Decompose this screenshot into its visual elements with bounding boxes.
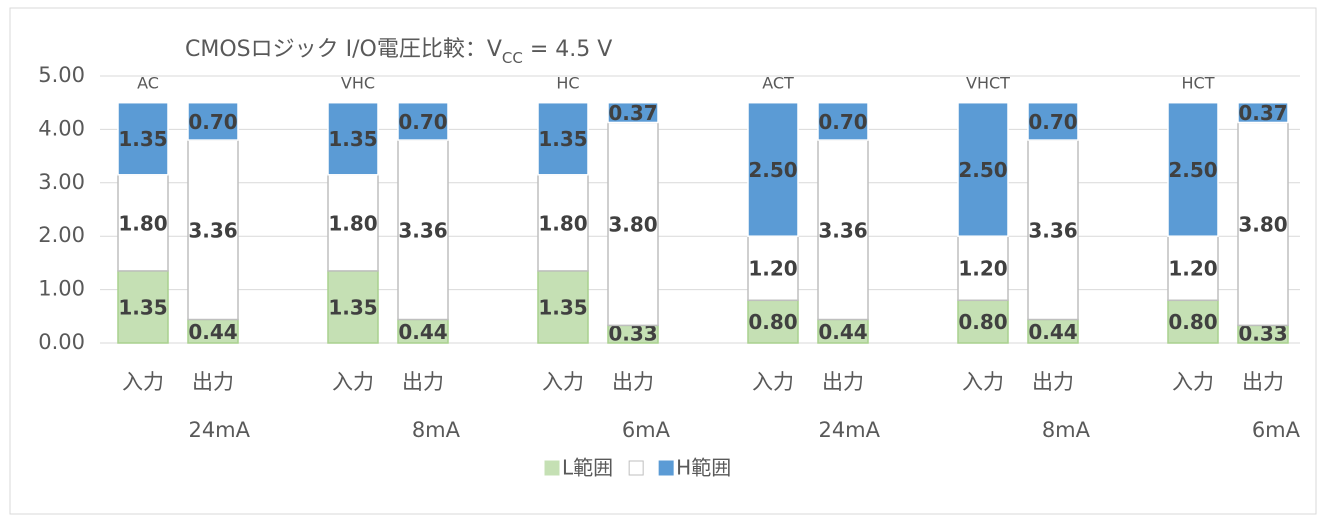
- bar-segment: [817, 101, 869, 141]
- group-note: 6mA: [622, 418, 671, 442]
- group-note: 6mA: [1252, 418, 1301, 442]
- legend-swatch: [628, 460, 644, 476]
- bar-segment: [1237, 121, 1289, 327]
- x-tick-label: 入力: [1172, 370, 1214, 394]
- data-label: 3.36: [1028, 218, 1077, 242]
- group-label: VHCT: [966, 74, 1010, 93]
- x-tick-label: 出力: [1032, 370, 1074, 394]
- data-label: 1.80: [538, 211, 587, 235]
- data-label: 0.37: [1238, 101, 1287, 125]
- x-tick-label: 出力: [192, 370, 234, 394]
- data-label: 1.35: [328, 295, 377, 319]
- bar-segment: [1027, 139, 1079, 321]
- x-tick-label: 入力: [122, 370, 164, 394]
- group-label: HC: [556, 74, 579, 93]
- bar-segment: [957, 299, 1009, 344]
- x-tick-label: 出力: [822, 370, 864, 394]
- group-label: VHC: [341, 74, 375, 93]
- x-tick-label: 入力: [542, 370, 584, 394]
- bar-segment: [327, 270, 379, 344]
- y-tick-label: 1.00: [38, 277, 85, 301]
- data-label: 3.36: [188, 218, 237, 242]
- data-label: 1.35: [328, 127, 377, 151]
- bar-segment: [1167, 299, 1219, 344]
- bar-segment: [1167, 101, 1219, 237]
- bar-segment: [537, 174, 589, 272]
- y-tick-label: 0.00: [38, 330, 85, 354]
- data-label: 1.35: [118, 127, 167, 151]
- data-label: 3.80: [608, 212, 657, 236]
- data-label: 0.70: [1028, 110, 1077, 134]
- legend-swatch: [658, 460, 674, 476]
- data-label: 2.50: [958, 158, 1007, 182]
- data-label: 0.37: [608, 101, 657, 125]
- data-label: 3.36: [818, 218, 867, 242]
- data-label: 1.35: [538, 127, 587, 151]
- data-label: 2.50: [748, 158, 797, 182]
- y-tick-label: 5.00: [38, 63, 85, 87]
- bar-segment: [397, 139, 449, 321]
- data-label: 1.80: [118, 211, 167, 235]
- bar-segment: [537, 101, 589, 176]
- x-tick-label: 出力: [402, 370, 444, 394]
- bar-segment: [607, 101, 659, 124]
- x-tick-label: 入力: [752, 370, 794, 394]
- bar-segment: [397, 101, 449, 141]
- data-label: 1.80: [328, 211, 377, 235]
- data-label: 0.44: [1028, 320, 1077, 344]
- data-label: 3.36: [398, 218, 447, 242]
- data-label: 1.20: [748, 257, 797, 281]
- data-label: 3.80: [1238, 212, 1287, 236]
- legend-label: H範囲: [676, 456, 731, 480]
- data-label: 0.44: [818, 320, 867, 344]
- x-tick-label: 入力: [332, 370, 374, 394]
- bar-segment: [187, 101, 239, 141]
- data-label: 2.50: [1168, 158, 1217, 182]
- data-label: 0.44: [188, 320, 237, 344]
- data-label: 1.20: [1168, 257, 1217, 281]
- group-note: 24mA: [818, 418, 880, 442]
- bar-segment: [747, 235, 799, 302]
- x-tick-label: 出力: [1242, 370, 1284, 394]
- data-label: 0.70: [398, 110, 447, 134]
- group-note: 8mA: [1042, 418, 1091, 442]
- data-label: 1.20: [958, 257, 1007, 281]
- bar-segment: [957, 101, 1009, 237]
- data-label: 0.70: [188, 110, 237, 134]
- title-sub: CC: [502, 49, 523, 67]
- x-tick-label: 入力: [962, 370, 1004, 394]
- data-label: 0.44: [398, 320, 447, 344]
- data-label: 0.80: [748, 310, 797, 334]
- y-tick-label: 2.00: [38, 223, 85, 247]
- y-tick-label: 4.00: [38, 116, 85, 140]
- x-tick-label: 出力: [612, 370, 654, 394]
- chart-title: CMOSロジック I/O電圧比較：VCC = 4.5 V: [185, 37, 612, 67]
- data-label: 0.80: [1168, 310, 1217, 334]
- group-note: 24mA: [188, 418, 250, 442]
- bar-segment: [117, 101, 169, 176]
- data-label: 1.35: [118, 295, 167, 319]
- legend-label: L範囲: [562, 456, 613, 480]
- group-note: 8mA: [412, 418, 461, 442]
- data-label: 0.70: [818, 110, 867, 134]
- bar-segment: [327, 174, 379, 272]
- title-main: CMOSロジック I/O電圧比較：V: [185, 37, 502, 62]
- y-tick-label: 3.00: [38, 170, 85, 194]
- bar-segment: [1237, 101, 1289, 124]
- bar-segment: [747, 101, 799, 237]
- group-label: AC: [137, 74, 159, 93]
- group-label: ACT: [762, 74, 794, 93]
- group-label: HCT: [1182, 74, 1215, 93]
- bar-segment: [1167, 235, 1219, 302]
- bar-segment: [1027, 101, 1079, 141]
- bar-segment: [607, 121, 659, 327]
- bar-segment: [747, 299, 799, 344]
- bar-segment: [957, 235, 1009, 302]
- legend-swatch: [544, 460, 560, 476]
- bar-segment: [327, 101, 379, 176]
- data-label: 0.80: [958, 310, 1007, 334]
- data-label: 1.35: [538, 295, 587, 319]
- title-rest: = 4.5 V: [523, 37, 612, 62]
